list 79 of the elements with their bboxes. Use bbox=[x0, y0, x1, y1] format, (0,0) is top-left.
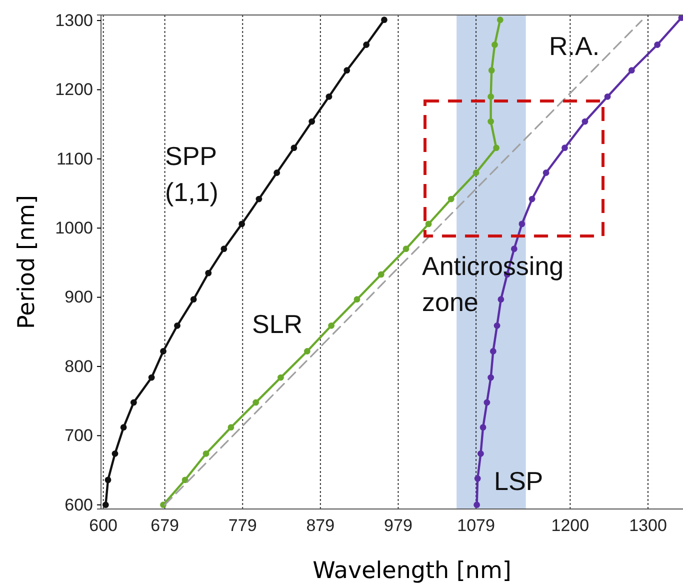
point bbox=[402, 246, 410, 252]
point bbox=[238, 220, 246, 228]
x-tick-label: 979 bbox=[384, 516, 412, 536]
y-tick-label: 600 bbox=[64, 495, 93, 514]
point bbox=[148, 374, 155, 381]
point bbox=[528, 196, 536, 202]
x-tick-label: 1079 bbox=[457, 516, 495, 536]
point bbox=[582, 118, 588, 125]
point bbox=[102, 502, 109, 508]
point bbox=[278, 374, 284, 381]
point bbox=[480, 424, 486, 431]
y-tick-label: 1300 bbox=[55, 10, 93, 30]
point bbox=[510, 246, 518, 252]
point bbox=[202, 450, 210, 457]
x-tick-label: 1200 bbox=[551, 516, 590, 536]
point bbox=[425, 220, 432, 228]
point bbox=[228, 424, 234, 431]
point bbox=[478, 450, 484, 457]
series-label: LSP bbox=[494, 466, 544, 496]
point bbox=[472, 170, 480, 176]
y-tick-label: 700 bbox=[64, 426, 93, 446]
point bbox=[104, 476, 112, 484]
point bbox=[174, 322, 180, 329]
point bbox=[381, 16, 388, 24]
x-axis-title: Wavelength [nm] bbox=[312, 558, 512, 584]
point bbox=[492, 42, 498, 48]
point bbox=[130, 399, 137, 406]
point bbox=[628, 67, 635, 74]
point bbox=[326, 93, 332, 100]
point bbox=[488, 93, 494, 100]
point bbox=[490, 348, 496, 354]
x-tick-label: 679 bbox=[150, 516, 179, 536]
point bbox=[344, 67, 350, 74]
point bbox=[220, 246, 228, 252]
point bbox=[112, 450, 118, 457]
series-label: SLR bbox=[252, 309, 303, 339]
series-label: R.A. bbox=[549, 31, 600, 61]
point bbox=[378, 271, 384, 278]
point bbox=[562, 144, 568, 152]
point bbox=[498, 296, 504, 303]
point bbox=[496, 16, 504, 24]
point bbox=[488, 118, 494, 125]
point bbox=[488, 67, 495, 74]
point bbox=[354, 296, 360, 303]
point bbox=[308, 118, 316, 125]
point bbox=[304, 348, 310, 354]
point bbox=[160, 348, 166, 354]
point bbox=[654, 42, 661, 48]
point bbox=[518, 220, 526, 228]
point bbox=[252, 399, 260, 406]
y-tick-label: 1000 bbox=[55, 218, 93, 238]
point bbox=[120, 424, 127, 431]
point bbox=[448, 196, 454, 202]
x-tick-label: 779 bbox=[228, 516, 257, 536]
point bbox=[363, 42, 370, 48]
y-tick-label: 1100 bbox=[56, 149, 93, 168]
x-tick-label: 1300 bbox=[629, 516, 667, 536]
point bbox=[190, 296, 197, 303]
point bbox=[328, 322, 335, 329]
y-axis-title: Period [nm] bbox=[14, 195, 40, 329]
point bbox=[488, 374, 494, 381]
series-label: SPP (1,1) bbox=[165, 141, 218, 207]
x-tick-label: 600 bbox=[89, 516, 118, 536]
point bbox=[604, 93, 611, 100]
point bbox=[494, 322, 500, 329]
point bbox=[182, 476, 188, 484]
y-tick-label: 1200 bbox=[55, 80, 93, 100]
point bbox=[474, 475, 481, 482]
point bbox=[205, 270, 212, 276]
point bbox=[484, 399, 490, 406]
point bbox=[274, 170, 280, 176]
point bbox=[290, 144, 298, 152]
y-tick-label: 900 bbox=[64, 288, 93, 307]
point bbox=[256, 196, 262, 202]
x-tick-label: 879 bbox=[306, 516, 335, 536]
point bbox=[474, 502, 480, 508]
y-tick-label: 800 bbox=[64, 356, 93, 376]
point bbox=[493, 144, 500, 152]
point bbox=[542, 170, 550, 176]
